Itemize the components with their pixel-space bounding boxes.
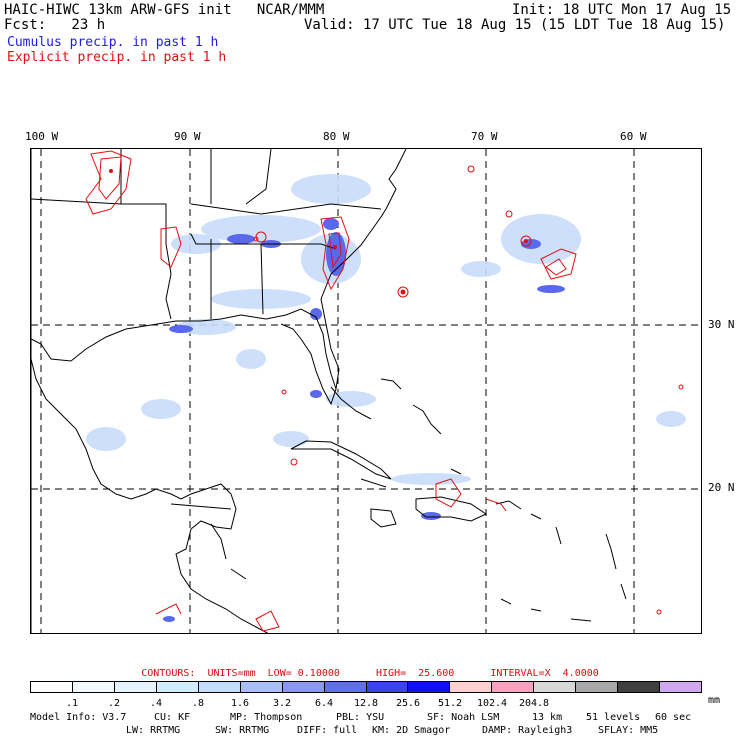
explicit-legend: Explicit precip. in past 1 h — [7, 50, 227, 65]
color-scale-tick-label: 3.2 — [272, 698, 292, 709]
color-scale-cell — [198, 682, 241, 692]
model-info-item: SFLAY: MM5 — [598, 725, 659, 736]
contour-info: CONTOURS: UNITS=mm LOW= 0.10000 HIGH= 25… — [141, 668, 599, 679]
color-scale-tick-label: .1 — [65, 698, 79, 709]
color-scale-cell — [618, 682, 661, 692]
color-scale-bar — [30, 681, 702, 693]
color-scale-cell — [324, 682, 367, 692]
color-scale-cell — [72, 682, 115, 692]
color-scale-tick-label: 204.8 — [518, 698, 550, 709]
graticule — [31, 149, 701, 633]
lon-label-100w: 100 W — [25, 130, 59, 143]
color-scale-cell — [492, 682, 535, 692]
color-scale-tick-label: .8 — [191, 698, 205, 709]
model-info-item: CU: KF — [154, 712, 191, 723]
color-scale-cell — [366, 682, 409, 692]
model-info-item: KM: 2D Smagor — [372, 725, 451, 736]
color-scale-tick-label: 51.2 — [437, 698, 463, 709]
color-scale-cell — [114, 682, 157, 692]
color-scale-cell — [31, 682, 73, 692]
color-scale-tick-label: 6.4 — [314, 698, 334, 709]
color-scale-cell — [450, 682, 493, 692]
color-scale-tick-label: .4 — [149, 698, 163, 709]
cumulus-precip-areas — [86, 174, 686, 622]
color-scale-cell — [660, 682, 701, 692]
color-scale-cell — [282, 682, 325, 692]
model-info-item: MP: Thompson — [230, 712, 303, 723]
forecast-hour: Fcst: 23 h — [4, 17, 106, 33]
model-info-item: DIFF: full — [297, 725, 358, 736]
color-scale-tick-label: 12.8 — [353, 698, 379, 709]
model-info-item: SF: Noah LSM — [427, 712, 500, 723]
model-info-item: LW: RRTMG — [126, 725, 181, 736]
precip-map — [30, 148, 702, 634]
lon-label-90w: 90 W — [174, 130, 201, 143]
color-scale-cell — [408, 682, 451, 692]
color-scale-tick-label: 1.6 — [230, 698, 250, 709]
color-scale-cell — [576, 682, 619, 692]
color-scale-cell — [240, 682, 283, 692]
model-info-item: Model Info: V3.7 — [30, 712, 127, 723]
model-info-item: DAMP: Rayleigh3 — [482, 725, 573, 736]
plot-title: HAIC-HIWC 13km ARW-GFS init NCAR/MMM — [4, 2, 325, 18]
color-scale-cell — [156, 682, 199, 692]
model-info-item: 60 sec — [655, 712, 692, 723]
lon-label-80w: 80 W — [323, 130, 350, 143]
color-scale-cell — [534, 682, 577, 692]
explicit-precip-cores — [109, 169, 528, 294]
valid-time: Valid: 17 UTC Tue 18 Aug 15 (15 LDT Tue … — [304, 17, 726, 33]
explicit-precip-contours — [85, 150, 684, 632]
lon-label-60w: 60 W — [620, 130, 647, 143]
color-scale-tick-label: 102.4 — [476, 698, 508, 709]
lat-label-30n: 30 N — [708, 318, 735, 331]
lon-label-70w: 70 W — [471, 130, 498, 143]
model-info-item: PBL: YSU — [336, 712, 385, 723]
map-canvas — [31, 149, 701, 633]
cumulus-legend: Cumulus precip. in past 1 h — [7, 35, 219, 50]
model-info-item: 13 km — [532, 712, 563, 723]
init-time: Init: 18 UTC Mon 17 Aug 15 — [512, 2, 732, 18]
color-scale-units: mm — [708, 695, 721, 706]
model-info-item: SW: RRTMG — [215, 725, 270, 736]
color-scale-tick-label: 25.6 — [395, 698, 421, 709]
coastlines — [31, 149, 627, 633]
model-info-item: 51 levels — [586, 712, 641, 723]
color-scale-tick-label: .2 — [107, 698, 121, 709]
lat-label-20n: 20 N — [708, 481, 735, 494]
